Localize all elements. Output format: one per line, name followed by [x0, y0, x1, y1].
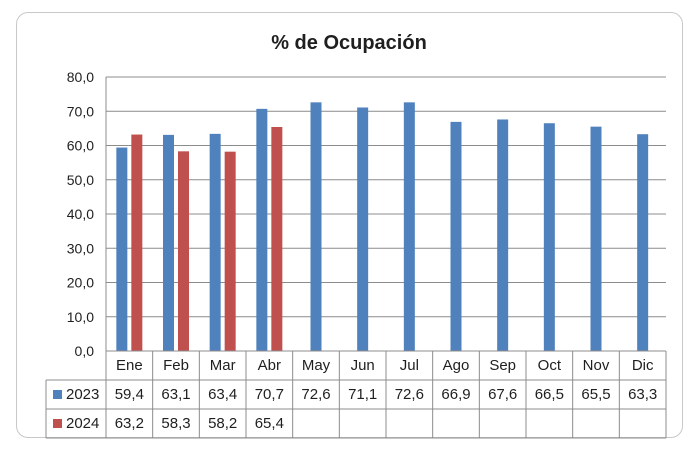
x-tick-label: Jun [351, 357, 375, 374]
x-tick-label: Ago [443, 357, 470, 374]
bar-2023-ago [450, 121, 462, 352]
x-tick-label: Sep [489, 357, 516, 374]
data-label: 63,2 [115, 415, 144, 432]
x-tick-label: Abr [258, 357, 281, 374]
x-tick-label: Feb [163, 357, 189, 374]
data-label: 70,7 [255, 386, 284, 403]
x-tick-label: Jul [400, 357, 419, 374]
data-label: 65,4 [255, 415, 284, 432]
bar-2023-oct [543, 123, 555, 351]
chart-title: % de Ocupación [271, 32, 427, 54]
x-tick-label: Mar [210, 357, 236, 374]
y-tick-label: 60,0 [67, 138, 94, 154]
y-tick-label: 40,0 [67, 206, 94, 222]
bar-2023-feb [163, 134, 174, 351]
legend-label: 2023 [66, 386, 99, 403]
legend-swatch-2024 [53, 419, 62, 428]
data-label: 72,6 [395, 386, 424, 403]
x-tick-label: May [302, 357, 331, 374]
y-tick-label: 80,0 [67, 69, 94, 85]
data-label: 63,1 [161, 386, 190, 403]
y-tick-label: 10,0 [67, 309, 94, 325]
bar-2023-nov [590, 126, 602, 351]
bar-2023-ene [116, 147, 128, 351]
bar-2023-sep [497, 119, 509, 351]
y-tick-label: 0,0 [75, 343, 95, 359]
bar-2024-mar [224, 151, 236, 351]
data-label: 72,6 [301, 386, 330, 403]
legend-label: 2024 [66, 415, 99, 432]
bar-2024-abr [271, 127, 283, 351]
y-tick-label: 30,0 [67, 240, 94, 256]
data-label: 71,1 [348, 386, 377, 403]
data-label: 65,5 [581, 386, 610, 403]
bar-2023-abr [256, 108, 268, 351]
data-label: 59,4 [115, 386, 144, 403]
data-label: 63,4 [208, 386, 237, 403]
data-label: 66,5 [535, 386, 564, 403]
bar-2024-ene [131, 134, 143, 351]
data-label: 58,2 [208, 415, 237, 432]
x-tick-label: Oct [538, 357, 562, 374]
x-tick-label: Dic [632, 357, 654, 374]
bar-2023-mar [209, 133, 221, 351]
bar-2023-dic [637, 134, 649, 351]
bar-2023-jul [403, 102, 415, 351]
legend-swatch-2023 [53, 390, 62, 399]
x-tick-label: Ene [116, 357, 143, 374]
bar-2024-feb [178, 151, 189, 351]
x-tick-label: Nov [583, 357, 610, 374]
data-label: 66,9 [441, 386, 470, 403]
bar-2023-may [310, 102, 322, 351]
data-label: 63,3 [628, 386, 657, 403]
bar-2023-jun [357, 107, 369, 351]
y-tick-label: 50,0 [67, 172, 94, 188]
data-label: 67,6 [488, 386, 517, 403]
data-label: 58,3 [161, 415, 190, 432]
y-tick-label: 20,0 [67, 275, 94, 291]
y-tick-label: 70,0 [67, 103, 94, 119]
